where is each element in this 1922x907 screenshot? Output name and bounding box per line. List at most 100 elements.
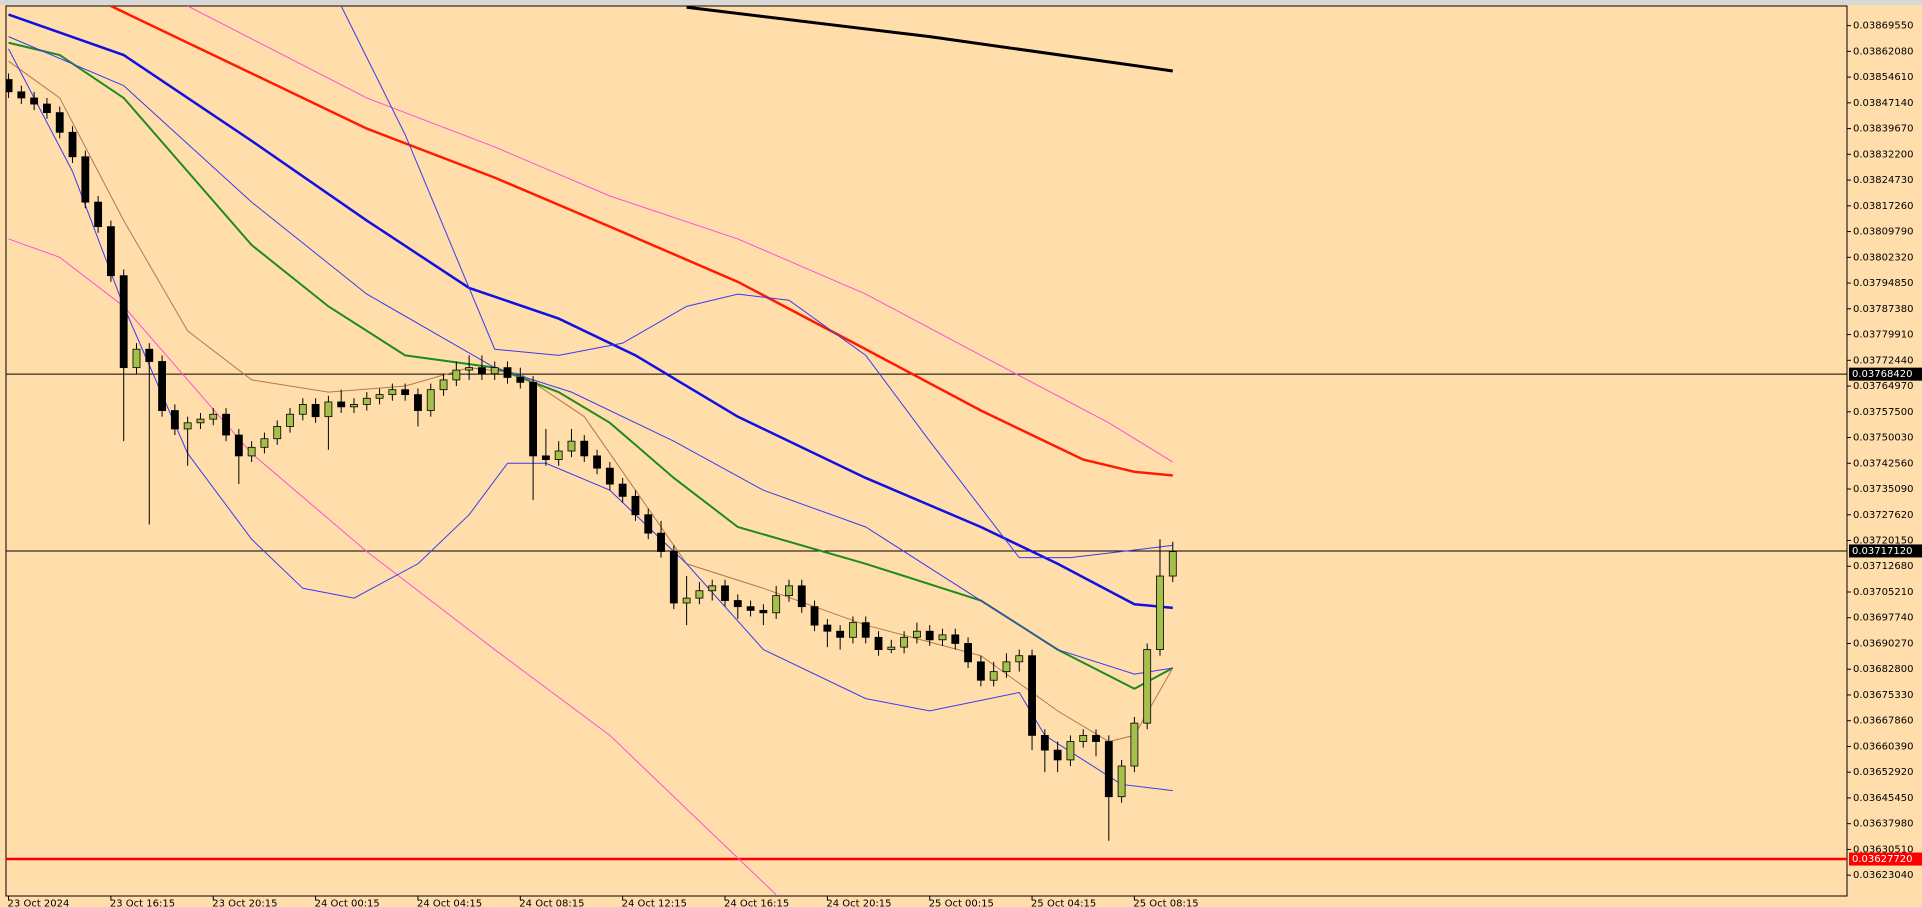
candle-body	[874, 636, 883, 650]
indicator-line	[686, 6, 1173, 73]
candle-body	[414, 394, 422, 411]
candle-body	[964, 643, 972, 663]
price-label-box	[1849, 367, 1922, 381]
candle-body	[1066, 741, 1075, 761]
price-label-box	[1849, 852, 1922, 866]
candle-body	[849, 622, 857, 638]
candle-body	[746, 606, 755, 611]
candle-body	[222, 413, 230, 436]
y-tick-label: 0.03660390	[1853, 741, 1913, 752]
plot-area	[6, 6, 1847, 896]
candle-body	[785, 585, 793, 597]
y-tick-label: 0.03690270	[1853, 638, 1913, 649]
candle-body	[605, 467, 614, 485]
candle-body	[1079, 734, 1088, 742]
y-tick-label: 0.03854610	[1853, 72, 1913, 83]
axes: 0.03869550 0.03862080 0.03854610 0.03847140…	[8, 21, 1922, 907]
candle-body	[516, 377, 525, 383]
candle-body	[196, 418, 205, 424]
indicator-line	[8, 13, 1173, 610]
indicator-line	[340, 6, 1173, 559]
candle-body	[68, 131, 77, 158]
y-tick-label: 0.03779910	[1853, 330, 1913, 341]
candle-body	[490, 367, 499, 375]
y-tick-label: 0.03832200	[1853, 149, 1913, 160]
candle-body	[81, 156, 90, 203]
candle-body	[823, 624, 832, 632]
candle-body	[861, 622, 870, 638]
candle-body	[682, 597, 691, 604]
candle-body	[567, 440, 576, 452]
candle-body	[618, 483, 627, 497]
candle-body	[554, 450, 563, 460]
y-tick-label: 0.03839670	[1853, 124, 1913, 135]
candle-body	[1168, 551, 1177, 577]
candle-body	[1015, 655, 1024, 663]
candle-body	[247, 446, 256, 457]
candle-body	[298, 404, 307, 415]
y-tick-label: 0.03862080	[1853, 46, 1913, 57]
plot-frame	[5, 5, 1848, 897]
y-tick-label: 0.03623040	[1853, 870, 1913, 881]
y-tick-label: 0.03847140	[1853, 98, 1913, 109]
y-tick-label: 0.03712680	[1853, 561, 1913, 572]
candle-body	[17, 91, 26, 99]
y-tick-label: 0.03787380	[1853, 304, 1913, 315]
indicator-line	[187, 6, 1174, 463]
x-tick-label: 24 Oct 08:15	[519, 899, 584, 907]
candle-body	[669, 551, 678, 604]
y-tick-label: 0.03630510	[1853, 844, 1913, 855]
y-tick-label: 0.03667860	[1853, 716, 1913, 727]
candle-body	[976, 661, 985, 681]
x-tick-label: 25 Oct 04:15	[1031, 899, 1096, 907]
candle-body	[938, 634, 947, 641]
candle-body	[733, 600, 742, 608]
price-label: 0.03768420	[1852, 369, 1912, 380]
y-tick-label: 0.03869550	[1853, 21, 1913, 32]
candle-body	[273, 426, 282, 440]
candle-body	[106, 226, 115, 277]
x-tick-label: 24 Oct 00:15	[315, 899, 380, 907]
candle-body	[887, 646, 896, 650]
y-tick-label: 0.03757500	[1853, 407, 1913, 418]
candle-body	[1028, 655, 1036, 736]
x-tick-label: 23 Oct 16:15	[110, 899, 175, 907]
candle-body	[183, 422, 192, 430]
candle-body	[43, 103, 51, 114]
candle-body	[401, 389, 410, 396]
y-tick-label: 0.03727620	[1853, 510, 1913, 521]
candle-body	[503, 367, 512, 378]
candle-body	[657, 532, 665, 552]
y-tick-label: 0.03682800	[1853, 664, 1913, 675]
x-tick-label: 23 Oct 2024	[8, 899, 70, 907]
candle-body	[132, 348, 141, 369]
candle-body	[6, 79, 13, 93]
candle-body	[388, 389, 397, 396]
candle-body	[759, 609, 768, 614]
y-tick-label: 0.03802320	[1853, 252, 1913, 263]
candle-body	[810, 606, 819, 626]
candle-body	[695, 590, 704, 599]
indicator-line	[8, 60, 1174, 743]
candle-body	[951, 634, 960, 644]
candle-body	[721, 585, 729, 601]
candle-body	[1040, 734, 1049, 751]
candle-body	[541, 455, 550, 460]
y-tick-label: 0.03637980	[1853, 819, 1913, 830]
candle-body	[375, 394, 384, 399]
y-tick-label: 0.03817260	[1853, 201, 1913, 212]
y-tick-label: 0.03697740	[1853, 613, 1913, 624]
candle-body	[836, 630, 845, 638]
x-tick-label: 24 Oct 20:15	[826, 899, 891, 907]
candle-body	[989, 671, 998, 681]
candle-body	[337, 401, 346, 408]
candle-body	[439, 379, 448, 391]
candle-body	[350, 404, 358, 408]
x-tick-label: 25 Oct 00:15	[929, 899, 994, 907]
candle-body	[158, 361, 167, 411]
y-tick-label: 0.03809790	[1853, 227, 1913, 238]
y-tick-label: 0.03652920	[1853, 767, 1913, 778]
candle-body	[465, 367, 474, 371]
